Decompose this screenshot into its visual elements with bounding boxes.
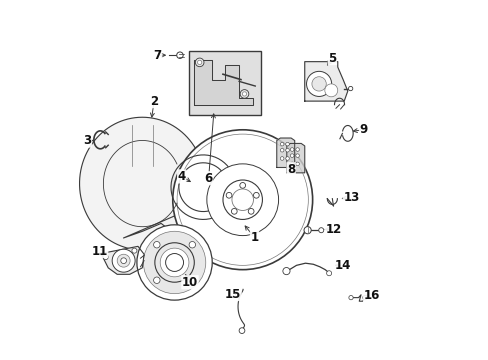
Text: 1: 1 [250,231,258,244]
Text: 6: 6 [204,172,212,185]
Circle shape [280,142,284,146]
Circle shape [290,148,293,151]
Circle shape [253,193,259,198]
Circle shape [231,189,253,211]
Text: 10: 10 [182,276,198,289]
Circle shape [285,148,289,152]
Circle shape [153,242,160,248]
Text: 7: 7 [153,49,162,62]
Circle shape [311,77,325,91]
Circle shape [112,249,135,272]
Circle shape [132,248,137,253]
Polygon shape [194,60,253,105]
Circle shape [172,130,312,270]
Polygon shape [304,62,347,101]
Circle shape [239,183,245,188]
Text: 2: 2 [150,95,158,108]
Circle shape [295,148,299,151]
Circle shape [280,157,284,160]
Text: 15: 15 [224,288,241,301]
Circle shape [160,248,188,277]
Circle shape [285,157,289,160]
Text: 16: 16 [363,289,379,302]
Circle shape [242,92,246,96]
Circle shape [226,193,231,198]
Circle shape [121,258,126,264]
Text: 13: 13 [343,192,359,204]
Circle shape [240,90,248,98]
Circle shape [295,154,299,157]
Text: 8: 8 [286,163,295,176]
Circle shape [137,225,212,300]
Circle shape [239,328,244,333]
Polygon shape [276,138,294,167]
Text: 14: 14 [334,259,350,272]
Polygon shape [286,143,304,173]
Polygon shape [80,117,202,250]
Text: 11: 11 [91,244,107,257]
Circle shape [348,296,352,300]
Circle shape [362,296,366,300]
Circle shape [285,142,289,146]
Circle shape [189,277,195,283]
Circle shape [231,208,237,214]
Circle shape [304,226,310,234]
Circle shape [223,180,262,220]
Polygon shape [101,246,144,274]
Circle shape [248,208,253,214]
Circle shape [306,71,331,96]
Circle shape [165,253,183,271]
Text: 3: 3 [83,134,91,147]
Circle shape [318,228,323,233]
Circle shape [189,242,195,248]
Circle shape [348,86,352,91]
Circle shape [290,154,293,157]
Circle shape [197,60,202,64]
Bar [188,51,260,116]
Circle shape [206,164,278,235]
Circle shape [195,58,203,67]
Circle shape [153,277,160,283]
Text: 5: 5 [327,51,336,64]
Circle shape [290,162,293,166]
Circle shape [176,52,183,58]
Circle shape [143,231,205,294]
Text: 9: 9 [359,123,367,136]
Text: 12: 12 [325,223,341,236]
Circle shape [117,254,130,267]
Polygon shape [171,155,229,220]
Circle shape [280,148,284,152]
Text: 4: 4 [177,170,185,183]
Circle shape [103,255,108,260]
Circle shape [326,271,331,276]
Circle shape [282,267,289,275]
Circle shape [324,84,337,97]
Circle shape [295,162,299,166]
Circle shape [155,243,194,282]
